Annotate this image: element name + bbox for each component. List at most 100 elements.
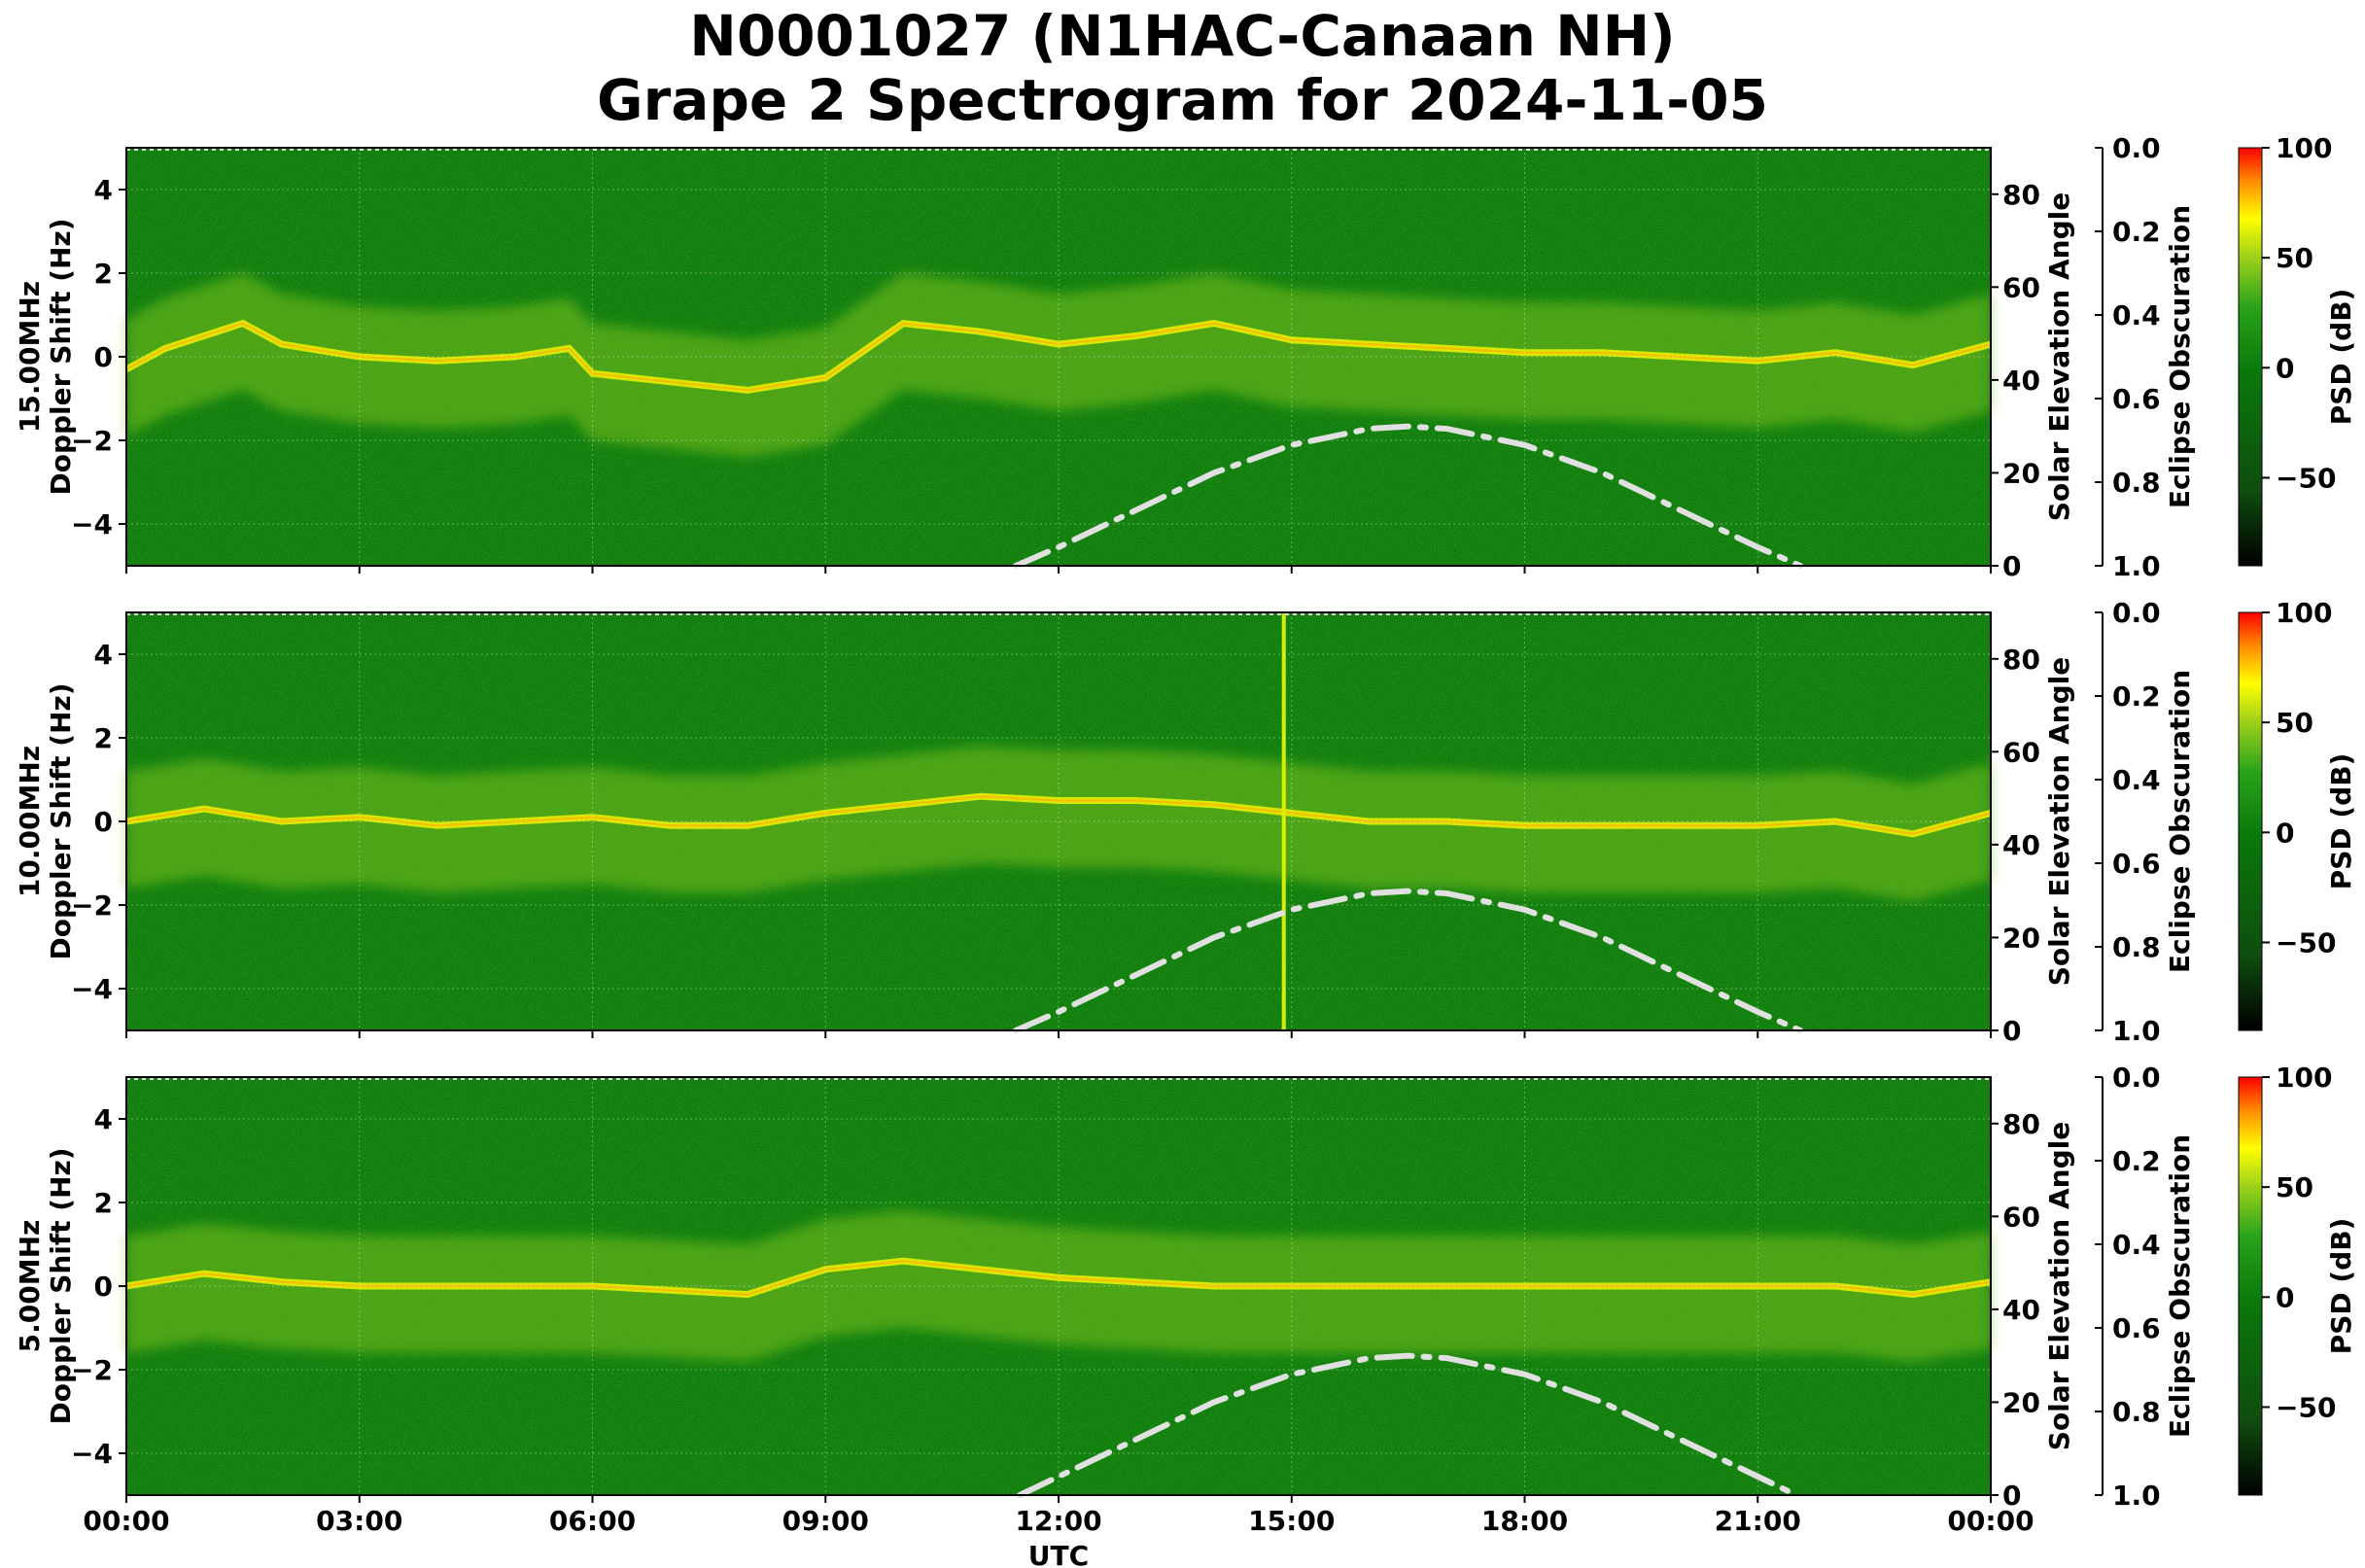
colorbar-tick-label: 100 bbox=[2276, 597, 2332, 629]
colorbar-tick-label: 100 bbox=[2276, 132, 2332, 164]
colorbar-tick-label: 0 bbox=[2276, 352, 2294, 384]
solar-tick-label: 60 bbox=[2002, 1201, 2040, 1233]
y-tick-label: 2 bbox=[94, 258, 113, 290]
x-tick-label: 03:00 bbox=[316, 1505, 402, 1537]
chart-title: N0001027 (N1HAC-Canaan NH) Grape 2 Spect… bbox=[0, 4, 2365, 132]
eclipse-tick-label: 0.2 bbox=[2112, 1145, 2161, 1177]
x-tick-label: 00:00 bbox=[83, 1505, 169, 1537]
solar-tick-label: 60 bbox=[2002, 271, 2040, 303]
solar-tick-label: 20 bbox=[2002, 1386, 2040, 1418]
panel-10-00mhz: 420−2−410.00MHzDoppler Shift (Hz)0204060… bbox=[14, 597, 2357, 1047]
y-tick-label: 2 bbox=[94, 722, 113, 754]
y-tick-label: −2 bbox=[71, 425, 113, 457]
panel-15-00mhz: 420−2−415.00MHzDoppler Shift (Hz)0204060… bbox=[14, 132, 2357, 582]
eclipse-tick-label: 0.4 bbox=[2112, 764, 2161, 796]
signal-band bbox=[126, 1210, 1991, 1362]
eclipse-tick-label: 0.4 bbox=[2112, 1229, 2161, 1261]
x-tick-label: 18:00 bbox=[1481, 1505, 1568, 1537]
solar-tick-label: 20 bbox=[2002, 922, 2040, 954]
solar-elevation-curve bbox=[1013, 888, 1804, 1033]
y-axis-label-line: Doppler Shift (Hz) bbox=[45, 682, 77, 959]
solar-tick-label: 0 bbox=[2002, 1015, 2021, 1047]
y-tick-label: 4 bbox=[94, 1103, 113, 1135]
solar-tick-label: 40 bbox=[2002, 1294, 2040, 1326]
y-tick-label: −2 bbox=[71, 889, 113, 922]
colorbar-tick-label: 100 bbox=[2276, 1062, 2332, 1094]
colorbar-tick-label: 50 bbox=[2276, 242, 2313, 274]
colorbar-label: PSD (dB) bbox=[2325, 753, 2357, 890]
signal-band bbox=[126, 746, 1991, 901]
y-tick-label: −2 bbox=[71, 1354, 113, 1386]
solar-tick-label: 80 bbox=[2002, 644, 2040, 676]
colorbar-tick-label: 50 bbox=[2276, 1171, 2313, 1203]
y-tick-label: 0 bbox=[94, 341, 113, 373]
colorbar-tick-label: −50 bbox=[2276, 1391, 2336, 1423]
eclipse-tick-label: 0.8 bbox=[2112, 1396, 2161, 1428]
y-axis-label-line: Doppler Shift (Hz) bbox=[45, 218, 77, 495]
solar-tick-label: 20 bbox=[2002, 457, 2040, 489]
doppler-trace-core bbox=[125, 795, 1992, 835]
eclipse-tick-label: 1.0 bbox=[2112, 1015, 2161, 1047]
doppler-trace-core bbox=[125, 322, 1992, 392]
colorbar-tick-label: 50 bbox=[2276, 707, 2313, 739]
eclipse-tick-label: 0.8 bbox=[2112, 467, 2161, 499]
y-tick-label: 4 bbox=[94, 639, 113, 671]
signal-band bbox=[126, 273, 1991, 458]
solar-elevation-label: Solar Elevation Angle bbox=[2043, 1122, 2075, 1450]
eclipse-obscuration-label: Eclipse Obscuration bbox=[2164, 1134, 2196, 1438]
eclipse-obscuration-label: Eclipse Obscuration bbox=[2164, 205, 2196, 508]
solar-tick-label: 0 bbox=[2002, 550, 2021, 582]
solar-elevation-label: Solar Elevation Angle bbox=[2043, 192, 2075, 521]
y-tick-label: −4 bbox=[71, 973, 113, 1005]
colorbar-tick-label: 0 bbox=[2276, 817, 2294, 849]
y-axis-label-line: 15.00MHz bbox=[14, 281, 46, 433]
y-tick-label: −4 bbox=[71, 508, 113, 540]
solar-tick-label: 80 bbox=[2002, 1108, 2040, 1140]
colorbar-tick-label: −50 bbox=[2276, 926, 2336, 958]
solar-tick-label: 40 bbox=[2002, 829, 2040, 861]
colorbar bbox=[2238, 1076, 2263, 1496]
eclipse-obscuration-label: Eclipse Obscuration bbox=[2164, 670, 2196, 973]
eclipse-tick-label: 0.6 bbox=[2112, 1312, 2161, 1344]
x-tick-label: 15:00 bbox=[1248, 1505, 1335, 1537]
eclipse-tick-label: 0.6 bbox=[2112, 848, 2161, 880]
panel-5-00mhz: 420−2−45.00MHzDoppler Shift (Hz)02040608… bbox=[14, 1062, 2357, 1568]
eclipse-tick-label: 0.0 bbox=[2112, 1062, 2161, 1094]
solar-tick-label: 40 bbox=[2002, 365, 2040, 397]
y-axis-label: 15.00MHzDoppler Shift (Hz) bbox=[14, 218, 77, 495]
solar-elevation-curve bbox=[1017, 1352, 1800, 1498]
colorbar-label: PSD (dB) bbox=[2325, 289, 2357, 426]
colorbar-tick-label: 0 bbox=[2276, 1281, 2294, 1313]
solar-tick-label: 80 bbox=[2002, 179, 2040, 211]
y-tick-label: 0 bbox=[94, 806, 113, 838]
x-tick-label: 00:00 bbox=[1947, 1505, 2034, 1537]
colorbar bbox=[2238, 611, 2263, 1031]
colorbar-tick-label: −50 bbox=[2276, 462, 2336, 494]
eclipse-tick-label: 1.0 bbox=[2112, 1480, 2161, 1512]
x-tick-label: 09:00 bbox=[783, 1505, 869, 1537]
eclipse-tick-label: 0.0 bbox=[2112, 132, 2161, 164]
y-tick-label: 4 bbox=[94, 174, 113, 206]
y-tick-label: 2 bbox=[94, 1187, 113, 1219]
y-axis-label: 5.00MHzDoppler Shift (Hz) bbox=[14, 1147, 77, 1424]
y-tick-label: 0 bbox=[94, 1271, 113, 1303]
y-axis-label: 10.00MHzDoppler Shift (Hz) bbox=[14, 682, 77, 959]
y-axis-label-line: Doppler Shift (Hz) bbox=[45, 1147, 77, 1424]
solar-tick-label: 0 bbox=[2002, 1480, 2021, 1512]
colorbar-label: PSD (dB) bbox=[2325, 1218, 2357, 1355]
eclipse-tick-label: 0.6 bbox=[2112, 383, 2161, 415]
x-tick-label: 06:00 bbox=[549, 1505, 636, 1537]
eclipse-tick-label: 0.0 bbox=[2112, 597, 2161, 629]
x-tick-label: 12:00 bbox=[1015, 1505, 1101, 1537]
eclipse-tick-label: 0.2 bbox=[2112, 680, 2161, 713]
eclipse-tick-label: 0.8 bbox=[2112, 931, 2161, 963]
title-line-1: N0001027 (N1HAC-Canaan NH) bbox=[689, 3, 1676, 69]
solar-elevation-curve bbox=[1013, 423, 1804, 569]
solar-tick-label: 60 bbox=[2002, 736, 2040, 768]
x-tick-label: 21:00 bbox=[1715, 1505, 1801, 1537]
eclipse-tick-label: 1.0 bbox=[2112, 550, 2161, 582]
eclipse-tick-label: 0.2 bbox=[2112, 216, 2161, 248]
y-tick-label: −4 bbox=[71, 1438, 113, 1470]
y-axis-label-line: 10.00MHz bbox=[14, 746, 46, 897]
